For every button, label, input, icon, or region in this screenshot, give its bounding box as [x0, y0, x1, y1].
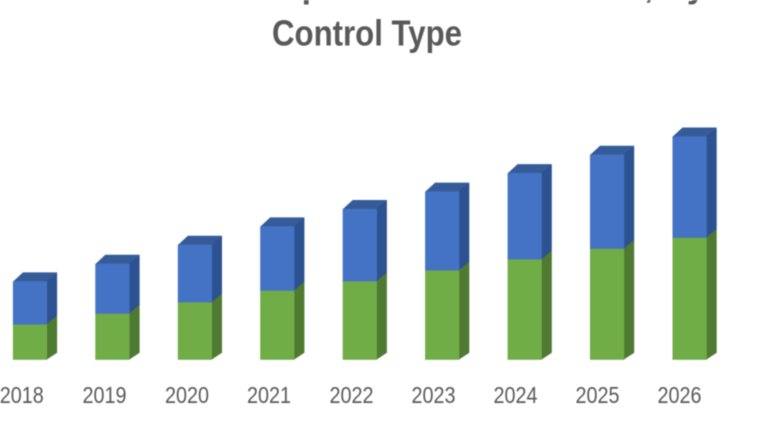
svg-text:2020: 2020 [165, 382, 209, 408]
svg-text:2021: 2021 [247, 382, 291, 408]
svg-text:2019: 2019 [83, 382, 127, 408]
svg-text:2022: 2022 [330, 382, 374, 408]
svg-text:2023: 2023 [412, 382, 456, 408]
svg-text:2024: 2024 [494, 382, 538, 408]
svg-text:2026: 2026 [658, 382, 702, 408]
svg-text:2018: 2018 [0, 382, 44, 408]
svg-text:Global Pump Control Market Siz: Global Pump Control Market Size, By [116, 0, 706, 6]
svg-text:Control Type: Control Type [272, 12, 462, 53]
svg-text:2025: 2025 [576, 382, 620, 408]
